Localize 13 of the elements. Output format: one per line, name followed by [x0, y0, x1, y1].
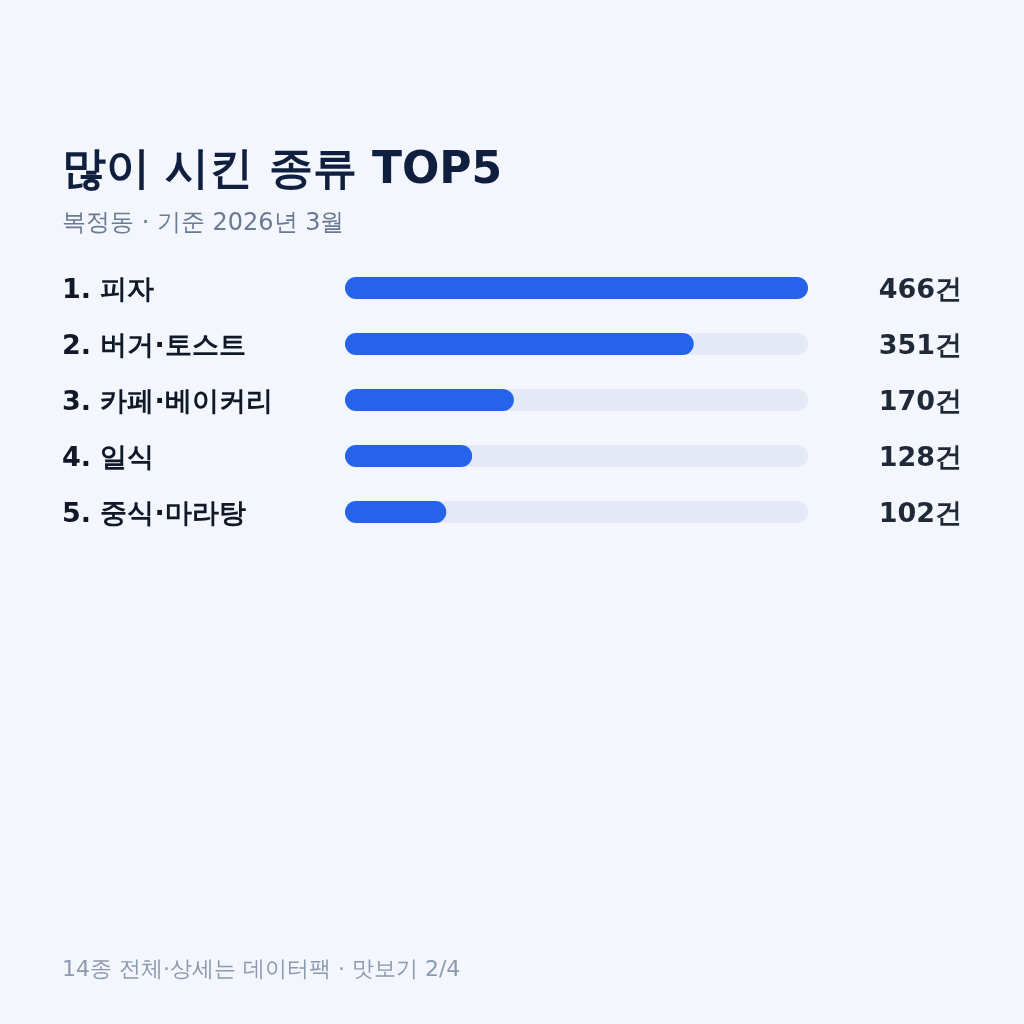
category: 1. 피자 — [62, 273, 155, 304]
data-label: 466건 — [878, 273, 962, 304]
category: 5. 중식·마라탕 — [62, 497, 246, 528]
data-label: 128건 — [878, 441, 962, 472]
title: 많이 시킨 종류 TOP5 — [62, 142, 503, 193]
category: 3. 카페·베이커리 — [62, 385, 273, 416]
data-label: 102건 — [878, 497, 962, 528]
category: 4. 일식 — [62, 441, 155, 472]
category: 2. 버거·토스트 — [62, 329, 246, 360]
data-label: 351건 — [878, 329, 962, 360]
data-label: 170건 — [878, 385, 962, 416]
subtitle: 복정동 · 기준 2026년 3월 — [62, 208, 345, 236]
annotation: 14종 전체·상세는 데이터팩 · 맛보기 2/4 — [62, 956, 461, 981]
